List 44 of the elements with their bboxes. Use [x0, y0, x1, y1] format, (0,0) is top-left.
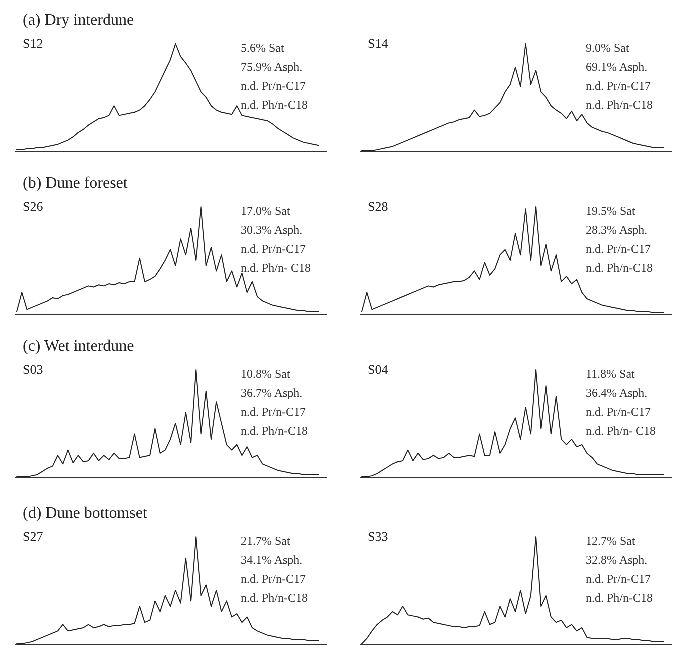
annotation: 9.0% Sat	[586, 41, 630, 55]
annotation: 36.4% Asph.	[586, 386, 648, 400]
chart-subtitle: S14	[368, 36, 389, 51]
chart-subtitle: S12	[23, 36, 44, 51]
annotation: 28.3% Asph.	[586, 223, 648, 237]
chart-title: (c) Wet interdune	[23, 338, 134, 355]
chart-subtitle: S04	[368, 362, 389, 377]
annotation: 10.8% Sat	[241, 367, 291, 381]
chart-subtitle: S28	[368, 199, 388, 214]
annotation: 30.3% Asph.	[241, 223, 303, 237]
annotation: 32.8% Asph.	[586, 553, 648, 567]
annotation: 5.6% Sat	[241, 41, 285, 55]
annotation: n.d. Ph/n-C18	[586, 591, 654, 605]
annotation: n.d. Ph/n-C18	[586, 98, 654, 112]
annotation: n.d. Pr/n-C17	[586, 405, 652, 419]
annotation: n.d. Ph/n-C18	[241, 424, 308, 438]
annotation: n.d. Pr/n-C17	[586, 572, 652, 586]
annotation: n.d. Ph/n- C18	[241, 261, 312, 275]
annotation: n.d. Pr/n-C17	[241, 242, 306, 256]
annotation: n.d. Ph/n-C18	[586, 261, 654, 275]
annotation: n.d. Ph/n-C18	[241, 591, 308, 605]
annotation: 34.1% Asph.	[241, 553, 303, 567]
chart-title: (b) Dune foreset	[23, 175, 128, 192]
annotation: 69.1% Asph.	[586, 60, 648, 74]
chart-title: (a) Dry interdune	[23, 12, 134, 29]
annotation: 75.9% Asph.	[241, 60, 303, 74]
chart-subtitle: S33	[368, 529, 388, 544]
annotation: n.d. Pr/n-C17	[241, 405, 306, 419]
chart-subtitle: S27	[23, 529, 44, 544]
chart-subtitle: S26	[23, 199, 44, 214]
annotation: n.d. Pr/n-C17	[586, 79, 652, 93]
annotation: n.d. Pr/n-C17	[586, 242, 652, 256]
annotation: n.d. Pr/n-C17	[241, 572, 306, 586]
chart-subtitle: S03	[23, 362, 44, 377]
annotation: 11.8% Sat	[586, 367, 636, 381]
annotation: 12.7% Sat	[586, 534, 636, 548]
annotation: 36.7% Asph.	[241, 386, 303, 400]
annotation: n.d. Ph/n- C18	[586, 424, 656, 438]
annotation: n.d. Ph/n-C18	[241, 98, 308, 112]
chart-title: (d) Dune bottomset	[23, 505, 148, 522]
annotation: 21.7% Sat	[241, 534, 291, 548]
annotation: 17.0% Sat	[241, 204, 291, 218]
annotation: 19.5% Sat	[586, 204, 636, 218]
annotation: n.d. Pr/n-C17	[241, 79, 306, 93]
